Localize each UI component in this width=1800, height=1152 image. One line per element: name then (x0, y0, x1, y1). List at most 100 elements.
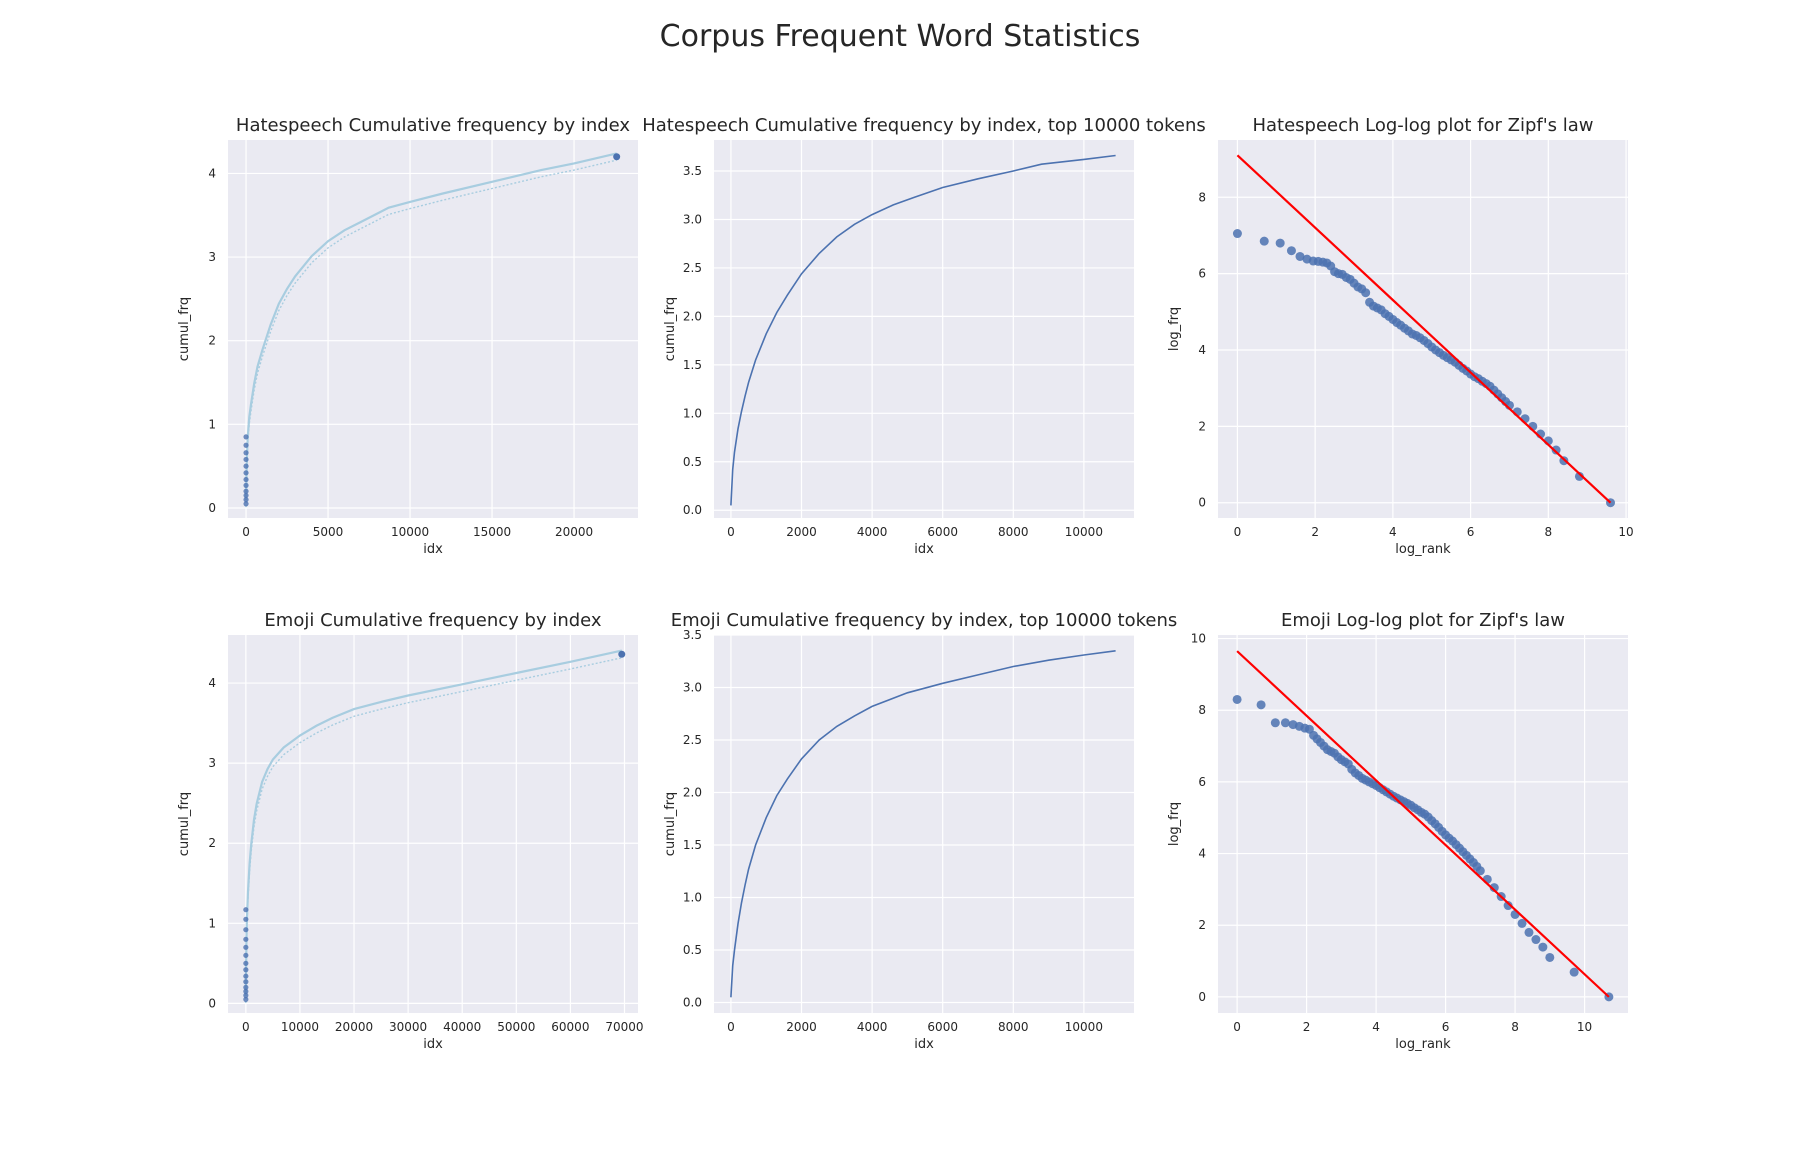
emoji-cumul-full-chart: 0 10000 20000 30000 40000 50000 60000 70000 0 1 2 3… (177, 610, 644, 1052)
x-tick-label: 10 (1577, 1020, 1592, 1034)
x-axis-label: idx (914, 1037, 934, 1052)
y-tick-label: 0.0 (683, 996, 702, 1010)
y-tick-label: 6 (1198, 267, 1206, 281)
emoji-zipf-chart: 0 2 4 6 8 10 0 2 4 6 8 10 Emoji Log-log plot for Zip… (1167, 610, 1628, 1052)
y-tick-label: 10 (1191, 632, 1206, 646)
cumul-point (243, 434, 249, 440)
panel-title: Hatespeech Cumulative frequency by index… (642, 115, 1206, 136)
cumul-point (243, 960, 249, 966)
x-tick-label: 15000 (473, 525, 511, 539)
y-tick-label: 6 (1198, 775, 1206, 789)
cumul-point (243, 470, 249, 476)
x-tick-label: 0 (1234, 525, 1242, 539)
cumul-point (243, 476, 249, 483)
cumul-point (243, 967, 249, 973)
cumul-point (243, 482, 249, 488)
series-line (730, 154, 1116, 506)
y-tick-label: 3.5 (683, 164, 702, 178)
cumul-point (243, 936, 249, 942)
x-tick-label: 4 (1389, 525, 1397, 539)
y-tick-label: 1 (208, 417, 216, 431)
x-tick-label: 0 (242, 1020, 250, 1034)
y-tick-label: 1.5 (683, 358, 702, 372)
panel-title: Emoji Log-log plot for Zipf's law (1281, 610, 1565, 631)
y-tick-label: 1.0 (683, 406, 702, 420)
y-tick-label: 4 (1198, 343, 1206, 357)
cumul-end-point (613, 153, 621, 161)
y-tick-label: 1 (208, 916, 216, 930)
y-tick-label: 8 (1198, 190, 1206, 204)
scatter-point (1275, 238, 1285, 248)
x-tick-label: 4000 (857, 1020, 888, 1034)
y-axis-label: cumul_frq (663, 792, 678, 856)
y-tick-label: 2.0 (683, 309, 702, 323)
y-tick-label: 2.0 (683, 786, 702, 800)
y-tick-label: 1.0 (683, 891, 702, 905)
scatter-point (1259, 236, 1269, 246)
y-tick-label: 2.5 (683, 261, 702, 275)
x-tick-label: 20000 (555, 525, 593, 539)
cumul-point (243, 463, 249, 469)
hate-cumul-full-chart: 0 5000 10000 15000 20000 0 1 2 3 4 Hatespeech Cumu… (177, 115, 638, 557)
scatter-point (1545, 952, 1555, 962)
x-tick-label: 2000 (786, 1020, 817, 1034)
x-tick-label: 60000 (551, 1020, 589, 1034)
y-tick-label: 4 (1198, 847, 1206, 861)
cumul-point (243, 952, 249, 958)
y-axis-label: cumul_frq (177, 297, 192, 361)
x-tick-label: 6000 (927, 525, 958, 539)
x-tick-label: 5000 (313, 525, 344, 539)
scatter-point (1574, 471, 1584, 481)
zipf-fit-line (1236, 154, 1612, 504)
x-tick-label: 70000 (605, 1020, 643, 1034)
panel-title: Hatespeech Log-log plot for Zipf's law (1252, 115, 1593, 136)
y-tick-label: 8 (1198, 703, 1206, 717)
y-tick-label: 3 (208, 756, 216, 770)
x-tick-label: 4000 (857, 525, 888, 539)
cumul-point (243, 984, 249, 990)
y-tick-label: 0 (1198, 496, 1206, 510)
series-line (730, 650, 1116, 998)
x-tick-label: 40000 (443, 1020, 481, 1034)
y-tick-label: 3.0 (683, 212, 702, 226)
y-tick-label: 2 (1198, 419, 1206, 433)
scatter-point (1270, 718, 1280, 728)
x-tick-label: 10000 (1065, 1020, 1103, 1034)
scatter-point (1524, 927, 1534, 937)
cumul-point (243, 916, 249, 922)
scatter-point (1286, 246, 1296, 256)
cumul-band-upper (244, 152, 617, 501)
scatter-point (1503, 901, 1513, 911)
y-tick-label: 3.5 (683, 628, 702, 642)
y-tick-label: 2.5 (683, 733, 702, 747)
x-tick-label: 30000 (389, 1020, 427, 1034)
hate-zipf-chart: 0 2 4 6 8 10 0 2 4 6 8 Hatespeech Log-log plot for … (1167, 115, 1634, 557)
cumul-point (243, 442, 249, 448)
y-tick-label: 2 (1198, 918, 1206, 932)
scatter-point (1551, 445, 1561, 455)
scatter-point (1232, 694, 1242, 704)
cumul-point (243, 450, 249, 456)
scatter-point (1280, 718, 1290, 728)
x-axis-label: log_rank (1395, 542, 1451, 557)
cumul-point (243, 944, 249, 950)
x-tick-label: 50000 (497, 1020, 535, 1034)
cumul-band-lower (245, 657, 622, 1004)
panel-title: Emoji Cumulative frequency by index (264, 610, 601, 631)
plot-area (228, 635, 638, 1013)
x-tick-label: 0 (1233, 1020, 1241, 1034)
plot-area (714, 635, 1134, 1013)
cumul-point (243, 501, 249, 507)
x-tick-label: 8000 (998, 1020, 1029, 1034)
zipf-fit-line (1236, 650, 1610, 998)
cumul-point (243, 927, 249, 933)
x-tick-label: 6000 (927, 1020, 958, 1034)
x-tick-label: 10 (1618, 525, 1633, 539)
scatter-point (1531, 935, 1541, 945)
hate-cumul-top-chart: 0 2000 4000 6000 8000 10000 0.0 0.5 1.0 1.5 2.0 2.5… (642, 115, 1206, 557)
scatter-point (1538, 942, 1548, 952)
cumul-point (243, 488, 249, 494)
cumul-point (243, 979, 249, 985)
